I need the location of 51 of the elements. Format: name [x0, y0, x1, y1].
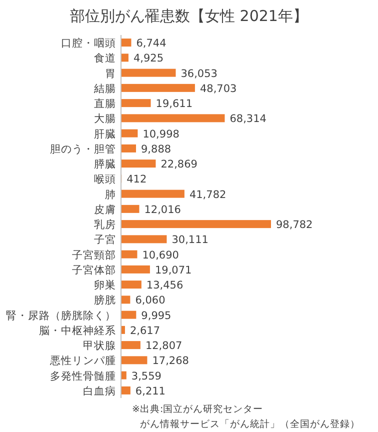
- data-label: 22,869: [160, 158, 198, 171]
- chart-title: 部位別がん罹患数【女性 2021年】: [70, 7, 308, 25]
- y-tick-label: 喉頭: [94, 174, 116, 186]
- y-tick-label: 膀胱: [94, 294, 116, 307]
- data-label: 412: [126, 174, 147, 186]
- text: ※出典:国立がん研究センター: [132, 403, 264, 415]
- text: がん情報サービス「がん統計」（全国がん登録）: [140, 418, 360, 430]
- y-tick-label: 子宮頸部: [72, 248, 116, 262]
- y-tick-label: 皮膚: [94, 202, 116, 216]
- data-label: 68,314: [230, 113, 267, 126]
- data-label: 10,690: [142, 249, 179, 262]
- y-tick-label: 膵臓: [94, 158, 116, 171]
- data-label: 30,111: [172, 234, 208, 246]
- data-label: 36,053: [180, 68, 218, 80]
- data-label: 4,925: [133, 52, 164, 65]
- y-tick-label: 結腸: [93, 82, 116, 95]
- y-tick-label: 子宮: [94, 233, 116, 246]
- data-label: 19,071: [154, 264, 192, 276]
- y-tick-label: 脳・中枢神経系: [39, 324, 116, 337]
- y-tick-label: 大腸: [94, 112, 116, 126]
- data-label: 2,617: [130, 324, 160, 337]
- data-label: 3,559: [131, 370, 162, 382]
- y-tick-label: 多発性骨髄腫: [50, 370, 116, 382]
- data-label: 12,807: [145, 340, 182, 352]
- data-label: 6,744: [136, 38, 167, 50]
- data-label: 41,782: [189, 188, 226, 201]
- y-tick-label: 肺: [105, 188, 116, 201]
- y-tick-label: 乳房: [94, 218, 116, 232]
- y-tick-label: 卵巣: [94, 278, 116, 292]
- data-label: 9,995: [141, 310, 172, 322]
- y-tick-label: 腎・尿路（膀胱除く）: [6, 308, 116, 322]
- y-tick-label: 肝臓: [94, 127, 116, 140]
- data-label: 17,268: [152, 355, 189, 368]
- y-tick-label: 白血病: [83, 384, 116, 398]
- y-tick-label: 胆のう・胆管: [50, 143, 116, 156]
- data-label: 19,611: [156, 98, 193, 110]
- data-label: 6,211: [135, 385, 166, 398]
- data-label: 98,782: [276, 219, 313, 232]
- data-label: 48,703: [200, 82, 237, 95]
- y-tick-label: 甲状腺: [83, 340, 116, 352]
- y-tick-label: 直腸: [94, 97, 116, 110]
- data-label: 12,016: [144, 204, 182, 216]
- y-tick-label: 食道: [94, 52, 116, 65]
- data-label: 13,456: [146, 280, 184, 292]
- data-label: 9,888: [141, 143, 172, 156]
- y-tick-label: 悪性リンパ腫: [49, 355, 116, 368]
- data-label: 6,060: [135, 294, 166, 307]
- data-label: 10,998: [142, 128, 180, 140]
- y-tick-label: 子宮体部: [72, 263, 116, 276]
- y-tick-label: 胃: [105, 68, 116, 80]
- y-tick-label: 口腔・咽頭: [61, 36, 116, 50]
